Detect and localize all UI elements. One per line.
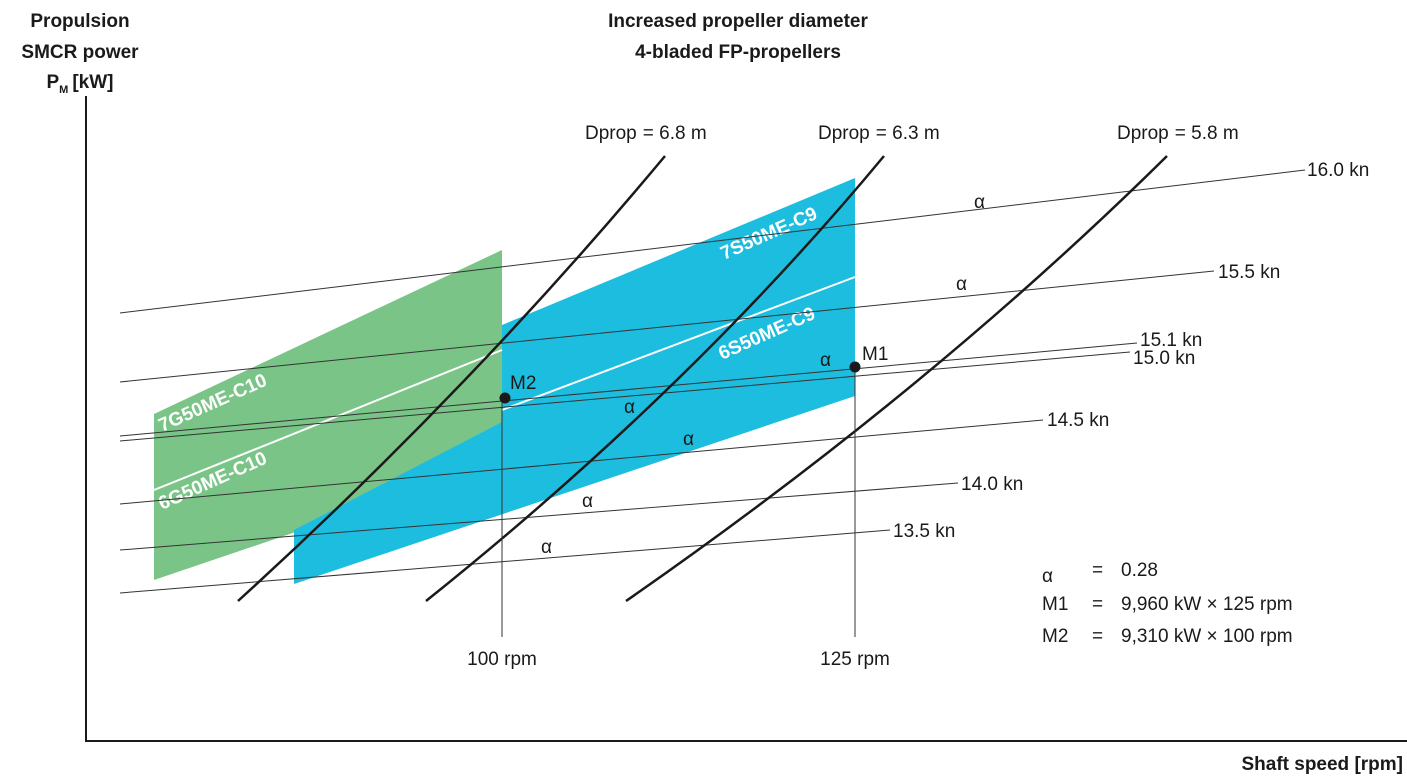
- propeller-curve-5-8: [625, 155, 1168, 603]
- rpm-label-100: 100 rpm: [467, 649, 537, 670]
- y-label-line1: Propulsion: [30, 11, 129, 32]
- propeller-label-6-8-value: = 6.8 m: [643, 123, 707, 144]
- propeller-label-6-3-main: Dprop: [818, 123, 870, 144]
- legend-key-alpha: α: [1042, 566, 1053, 587]
- alpha-marker-15-5: α: [956, 274, 967, 295]
- propeller-label-6-8-main: Dprop: [585, 123, 637, 144]
- propeller-curves: [237, 155, 1168, 603]
- speed-label-14-5: 14.5 kn: [1047, 410, 1109, 431]
- speed-line-15-1: [119, 342, 1138, 437]
- speed-line-16-0: [119, 169, 1306, 314]
- alpha-marker-16-0: α: [974, 192, 985, 213]
- propeller-label-6-3: Dprop = 6.3 m: [818, 123, 940, 144]
- speed-label-14-0: 14.0 kn: [961, 474, 1023, 495]
- point-label-m2: M2: [510, 373, 536, 394]
- speed-line-13-5: [119, 529, 891, 594]
- legend-key-m1: M1: [1042, 594, 1068, 615]
- area-g50-engines: [154, 250, 502, 580]
- propeller-label-5-8-value: = 5.8 m: [1175, 123, 1239, 144]
- speed-label-15-1: 15.1 kn: [1140, 330, 1202, 351]
- y-label-line3: PM [kW]: [46, 72, 113, 96]
- alpha-marker-14-5: α: [683, 429, 694, 450]
- propeller-label-6-3-value: = 6.3 m: [876, 123, 940, 144]
- y-label-symbol: P: [46, 72, 59, 93]
- chart-subtitle: 4-bladed FP-propellers: [635, 42, 841, 63]
- chart-title: Increased propeller diameter: [608, 11, 868, 32]
- speed-line-14-0: [119, 482, 959, 551]
- speed-line-15-5: [119, 270, 1215, 383]
- speed-line-14-5: [119, 419, 1044, 505]
- propeller-label-5-8-main: Dprop: [1117, 123, 1169, 144]
- area-s50-engines: [294, 178, 855, 584]
- legend-eq-m1: =: [1092, 594, 1103, 615]
- legend-value-m1: 9,960 kW × 125 rpm: [1121, 594, 1293, 615]
- speed-line-15-0: [119, 351, 1131, 442]
- legend-key-m2: M2: [1042, 626, 1068, 647]
- y-label-subscript: M: [59, 84, 68, 96]
- propeller-label-6-8: Dprop = 6.8 m: [585, 123, 707, 144]
- speed-label-15-0: 15.0 kn: [1133, 348, 1195, 369]
- legend: α = 0.28 M1 = 9,960 kW × 125 rpm M2 = 9,…: [1042, 560, 1293, 647]
- point-m1: [849, 361, 861, 373]
- alpha-marker-14-8: α: [624, 397, 635, 418]
- speed-label-13-5: 13.5 kn: [893, 521, 955, 542]
- legend-value-m2: 9,310 kW × 100 rpm: [1121, 626, 1293, 647]
- y-label-line2: SMCR power: [21, 42, 139, 63]
- speed-lines: [119, 169, 1306, 594]
- speed-label-16-0: 16.0 kn: [1307, 160, 1369, 181]
- y-label-unit: [kW]: [72, 72, 113, 93]
- s-divider-line: [501, 276, 856, 411]
- x-axis-label: Shaft speed [rpm]: [1241, 754, 1403, 775]
- legend-eq-alpha: =: [1092, 560, 1103, 581]
- point-m2: [499, 392, 511, 404]
- point-label-m1: M1: [862, 344, 888, 365]
- propeller-curve-6-3: [425, 155, 885, 602]
- alpha-marker-14-0: α: [582, 491, 593, 512]
- legend-value-alpha: 0.28: [1121, 560, 1158, 581]
- alpha-marker-13-5: α: [541, 537, 552, 558]
- propeller-label-5-8: Dprop = 5.8 m: [1117, 123, 1239, 144]
- rpm-label-125: 125 rpm: [820, 649, 890, 670]
- g-divider-line: [153, 349, 503, 491]
- propeller-curve-6-8: [237, 155, 666, 602]
- legend-eq-m2: =: [1092, 626, 1103, 647]
- alpha-marker-15-0: α: [820, 350, 831, 371]
- speed-label-15-5: 15.5 kn: [1218, 262, 1280, 283]
